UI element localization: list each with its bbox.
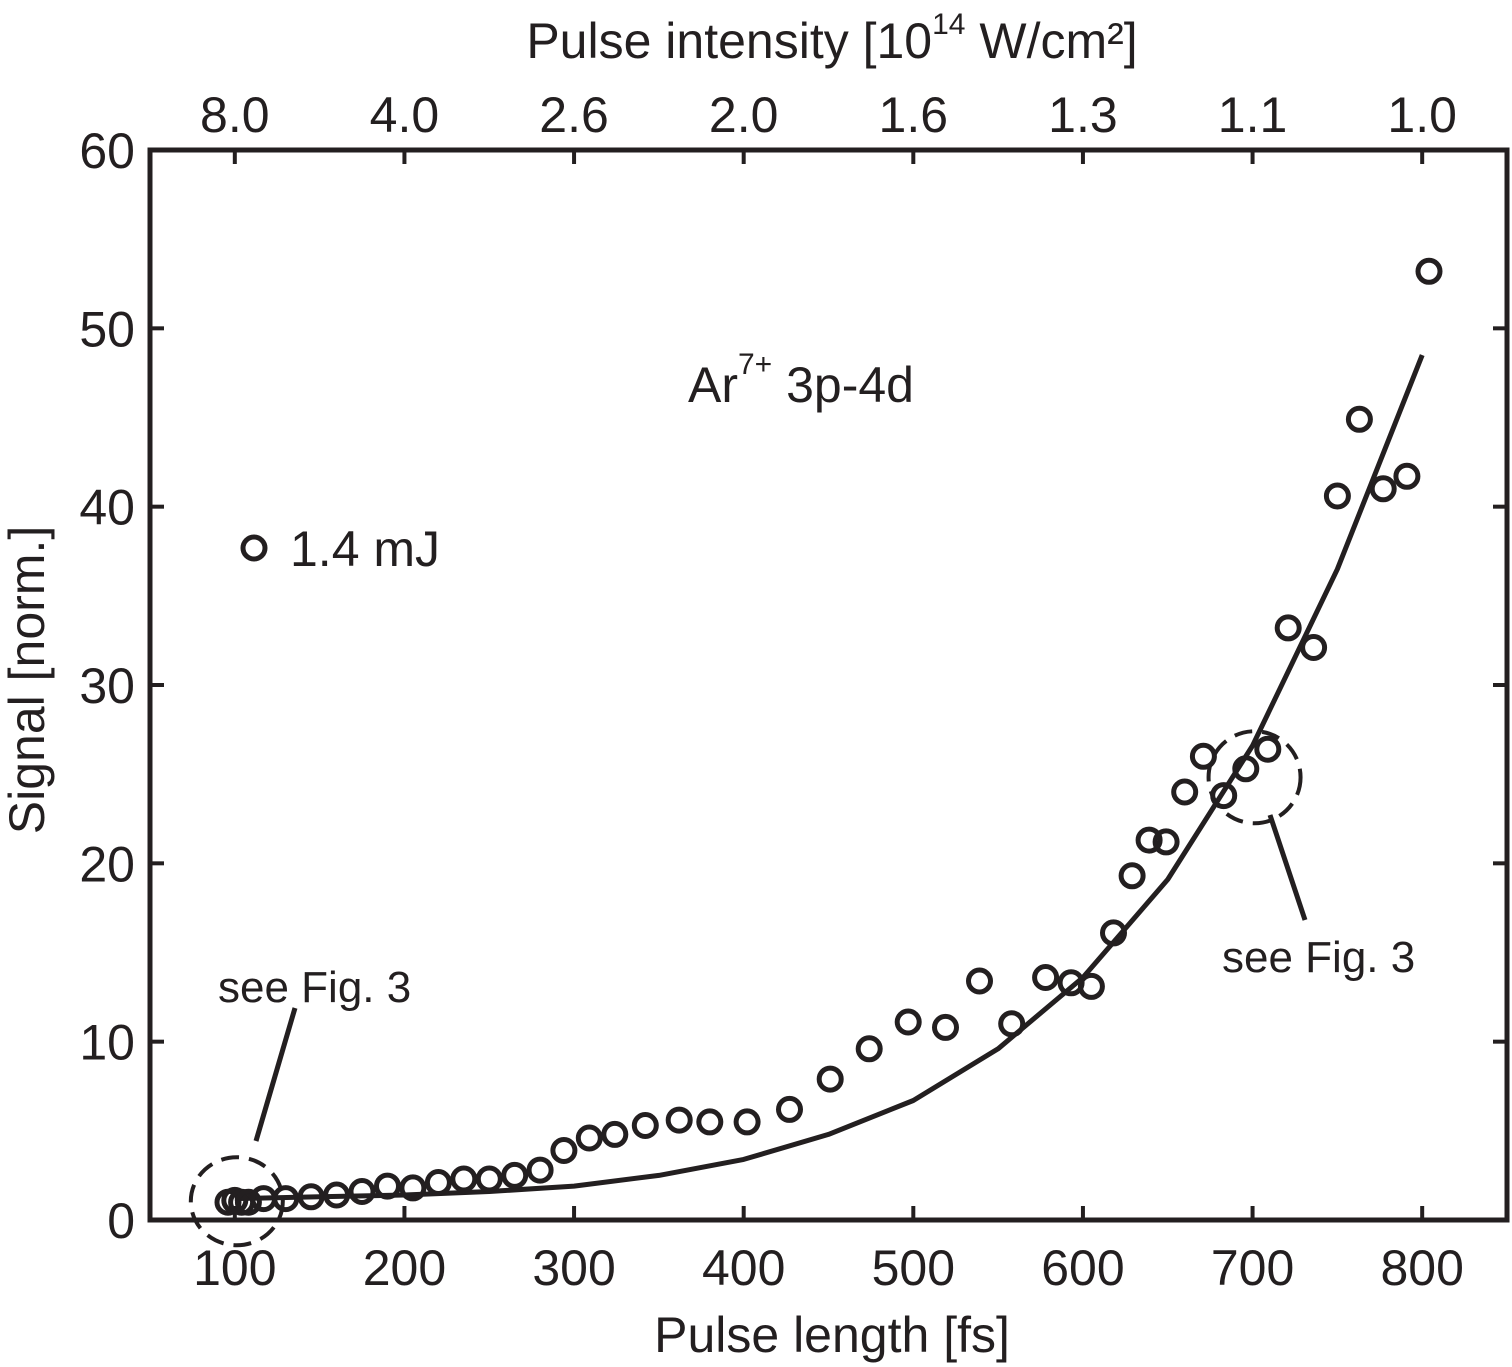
y-tick-label-2: 20 bbox=[79, 836, 135, 892]
top-tick-label-2: 2.6 bbox=[539, 87, 609, 143]
top-axis-label: Pulse intensity [1014 W/cm²] bbox=[526, 8, 1137, 69]
data-point-3 bbox=[234, 1188, 262, 1216]
data-point-43 bbox=[1300, 634, 1328, 661]
x-tick-label-3: 400 bbox=[702, 1240, 785, 1296]
top-axis-label-sup: 14 bbox=[932, 8, 965, 41]
data-point-8 bbox=[348, 1178, 376, 1205]
x-tick-label-5: 600 bbox=[1041, 1240, 1124, 1296]
data-point-12 bbox=[450, 1165, 478, 1193]
data-point-16 bbox=[550, 1137, 578, 1164]
top-tick-label-3: 2.0 bbox=[709, 87, 779, 143]
data-point-11 bbox=[424, 1169, 452, 1196]
data-point-24 bbox=[816, 1065, 844, 1093]
top-tick-label-5: 1.3 bbox=[1048, 87, 1118, 143]
y-tick-label-3: 30 bbox=[79, 658, 135, 714]
data-point-38 bbox=[1189, 742, 1217, 770]
data-point-26 bbox=[894, 1008, 922, 1036]
chart-annotation-species: Ar7+ 3p-4d bbox=[688, 348, 914, 413]
y-tick-label-0: 0 bbox=[107, 1193, 135, 1249]
annotation-label-0: see Fig. 3 bbox=[218, 963, 411, 1012]
data-point-28 bbox=[966, 967, 993, 995]
data-point-33 bbox=[1100, 919, 1127, 947]
top-tick-label-0: 8.0 bbox=[200, 87, 270, 143]
data-point-34 bbox=[1118, 862, 1146, 890]
top-axis-label-unit: W/cm²] bbox=[966, 13, 1138, 69]
data-point-5 bbox=[272, 1185, 300, 1213]
plot-frame bbox=[147, 147, 1510, 1223]
data-point-23 bbox=[776, 1095, 803, 1123]
data-point-30 bbox=[1032, 964, 1060, 991]
y-tick-label-6: 60 bbox=[79, 123, 135, 179]
top-tick-label-4: 1.6 bbox=[879, 87, 949, 143]
x-tick-label-1: 200 bbox=[363, 1240, 446, 1296]
y-axis-label: Signal [norm.] bbox=[0, 526, 55, 834]
x-tick-label-6: 700 bbox=[1211, 1240, 1294, 1296]
annotation-label-1: see Fig. 3 bbox=[1222, 933, 1415, 982]
data-point-9 bbox=[374, 1172, 401, 1200]
data-point-10 bbox=[399, 1174, 427, 1202]
data-point-41 bbox=[1254, 735, 1282, 763]
right-axis-ticks bbox=[1493, 148, 1507, 1222]
data-point-15 bbox=[526, 1156, 554, 1184]
x-tick-label-2: 300 bbox=[532, 1240, 615, 1296]
data-point-32 bbox=[1077, 972, 1105, 1000]
y-tick-label-1: 10 bbox=[79, 1015, 135, 1071]
data-point-20 bbox=[665, 1106, 693, 1134]
left-axis-ticks: 0 10 20 30 40 50 60 bbox=[79, 123, 164, 1249]
data-point-6 bbox=[297, 1183, 325, 1211]
annotation-circle-1 bbox=[1206, 729, 1303, 826]
data-point-22 bbox=[733, 1108, 761, 1136]
species-transition: 3p-4d bbox=[772, 357, 914, 413]
legend-marker bbox=[240, 534, 268, 562]
data-point-48 bbox=[1415, 257, 1443, 285]
annotation-leader-1 bbox=[1267, 814, 1308, 921]
species-label: Ar bbox=[688, 357, 738, 413]
data-point-25 bbox=[855, 1035, 883, 1063]
y-tick-label-5: 50 bbox=[79, 301, 135, 357]
data-point-37 bbox=[1171, 778, 1199, 806]
annotation-circle-0 bbox=[188, 1155, 285, 1248]
data-point-13 bbox=[475, 1165, 503, 1193]
data-point-35 bbox=[1135, 826, 1163, 854]
x-tick-label-4: 500 bbox=[872, 1240, 955, 1296]
data-point-19 bbox=[631, 1112, 659, 1139]
top-axis-label-main: Pulse intensity [10 bbox=[526, 13, 932, 69]
data-point-46 bbox=[1369, 475, 1397, 503]
data-point-29 bbox=[998, 1010, 1026, 1038]
top-tick-label-6: 1.1 bbox=[1218, 87, 1288, 143]
top-axis-ticks: 8.0 4.0 2.6 2.0 1.6 1.3 1.1 1.0 bbox=[200, 87, 1457, 164]
data-point-47 bbox=[1393, 462, 1421, 490]
fit-curve bbox=[234, 354, 1425, 1202]
x-tick-label-0: 100 bbox=[193, 1240, 276, 1296]
x-axis-label: Pulse length [fs] bbox=[654, 1307, 1010, 1363]
data-point-7 bbox=[323, 1181, 351, 1209]
y-tick-label-4: 40 bbox=[79, 480, 135, 536]
data-point-45 bbox=[1345, 405, 1373, 433]
data-point-21 bbox=[696, 1108, 724, 1136]
data-point-27 bbox=[932, 1013, 959, 1041]
data-point-18 bbox=[601, 1120, 629, 1148]
legend-label: 1.4 mJ bbox=[290, 521, 440, 577]
species-charge: 7+ bbox=[738, 348, 772, 381]
data-point-40 bbox=[1232, 755, 1260, 783]
data-point-42 bbox=[1274, 614, 1302, 642]
top-tick-label-1: 4.0 bbox=[370, 87, 440, 143]
x-tick-label-7: 800 bbox=[1380, 1240, 1463, 1296]
annotation-leader-0 bbox=[253, 1007, 298, 1142]
data-point-14 bbox=[501, 1161, 529, 1189]
data-point-36 bbox=[1152, 828, 1180, 856]
data-point-17 bbox=[575, 1124, 603, 1152]
data-point-44 bbox=[1323, 482, 1351, 510]
bottom-axis-ticks: 100 200 300 400 500 600 700 800 bbox=[193, 1206, 1464, 1296]
top-tick-label-7: 1.0 bbox=[1387, 87, 1457, 143]
